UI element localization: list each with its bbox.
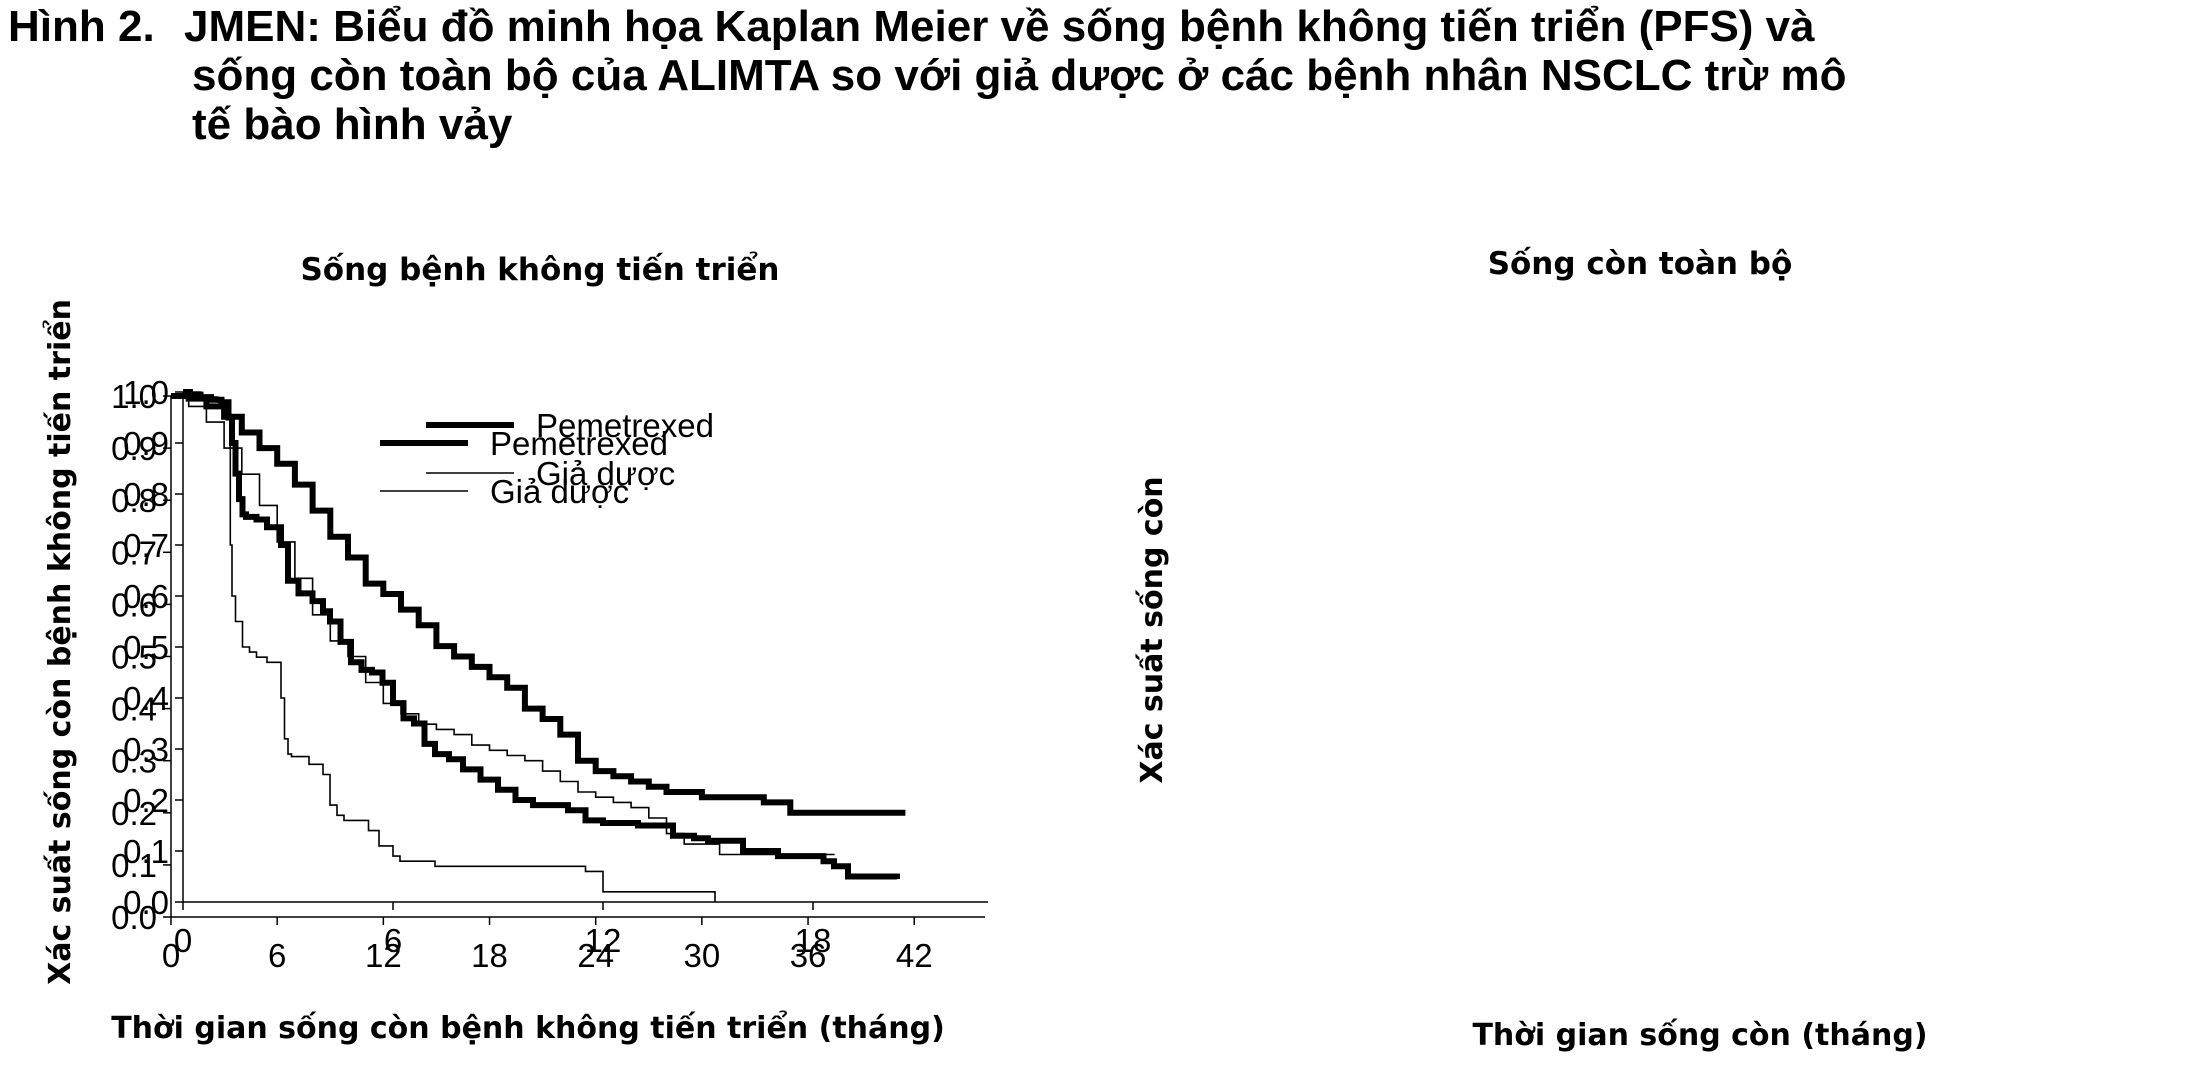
y-tick-label: 0.1	[123, 833, 169, 870]
chart-title: Sống còn toàn bộ	[1488, 246, 1793, 282]
series-layer	[171, 393, 906, 856]
chart-title: Sống bệnh không tiến triển	[300, 252, 779, 288]
x-tick-label: 6	[384, 922, 402, 959]
x-tick-label: 0	[174, 922, 192, 959]
series-line-pemetrexed	[183, 389, 900, 880]
series-layer	[183, 389, 900, 902]
chart-pfs: Sống bệnh không tiến triển Xác suất sống…	[42, 252, 988, 1046]
y-tick-label: 0.0	[111, 899, 157, 936]
x-axis-label: Thời gian sống còn bệnh không tiến triển…	[111, 1010, 945, 1046]
y-tick-label: 0.4	[123, 680, 169, 717]
y-tick-label: 0.6	[111, 586, 157, 623]
x-tick-label: 0	[162, 937, 180, 974]
y-tick-label: 1.0	[111, 378, 157, 415]
y-tick-label: 0.4	[111, 691, 157, 728]
series-line-placebo	[183, 391, 716, 902]
y-tick-label: 0.9	[123, 425, 169, 462]
axes: 0.00.10.20.30.40.50.60.70.80.91.00 6 12 18 2…	[111, 378, 985, 974]
y-tick-label: 0.5	[123, 629, 169, 666]
y-axis-label: Xác suất sống còn bệnh không tiến triển	[42, 299, 78, 985]
series-line-placebo	[171, 395, 835, 856]
y-tick-label: 0.0	[123, 884, 169, 921]
x-tick-label: 36	[790, 937, 827, 974]
legend-label: Giả dược	[490, 473, 629, 510]
legend-label: Pemetrexed	[536, 407, 714, 444]
x-tick-label: 18	[471, 937, 508, 974]
y-tick-label: 0.8	[123, 476, 169, 513]
y-tick-label: 1.0	[123, 374, 169, 411]
figure-title-line-3: tế bào hình vảy	[192, 100, 513, 149]
legend-label: Giả dược	[536, 455, 675, 492]
y-tick-label: 0.6	[123, 578, 169, 615]
x-axis-label: Thời gian sống còn (tháng)	[1472, 1018, 1927, 1053]
y-axis-label: Xác suất sống còn	[1135, 476, 1170, 783]
x-tick-label: 24	[577, 937, 614, 974]
x-tick-label: 6	[268, 937, 286, 974]
chart-os: Sống còn toàn bộ Xác suất sống còn Thời …	[111, 246, 1927, 1053]
y-tick-label: 0.9	[111, 430, 157, 467]
x-tick-label: 12	[365, 937, 402, 974]
x-tick-label: 30	[684, 937, 721, 974]
x-tick-label: 42	[896, 937, 933, 974]
figure-number: Hình 2.	[8, 2, 155, 51]
x-tick-label: 12	[585, 922, 622, 959]
axes: 0.0 0.1 0.2 0.3 0.4 0.5 0.6 0.7 0.8 0.9 1.0 0 6 12 18	[123, 374, 988, 959]
figure-title: Hình 2. JMEN: Biểu đồ minh họa Kaplan Mei…	[8, 2, 2178, 149]
y-tick-label: 0.3	[111, 743, 157, 780]
y-tick-label: 0.7	[111, 534, 157, 571]
legend: Pemetrexed Giả dược	[380, 425, 668, 510]
figure-title-line-2: sống còn toàn bộ của ALIMTA so với giả d…	[192, 51, 1847, 100]
x-tick-label: 18	[795, 922, 832, 959]
y-tick-label: 0.2	[111, 795, 157, 832]
legend-label: Pemetrexed	[490, 425, 668, 462]
y-tick-label: 0.7	[123, 527, 169, 564]
figure-title-line-1: Hình 2. JMEN: Biểu đồ minh họa Kaplan Mei…	[8, 2, 1815, 51]
y-tick-label: 0.5	[111, 639, 157, 676]
y-tick-label: 0.2	[123, 782, 169, 819]
y-tick-label: 0.1	[111, 847, 157, 884]
y-tick-label: 0.3	[123, 731, 169, 768]
series-line-pemetrexed	[171, 393, 906, 816]
y-tick-label: 0.8	[111, 482, 157, 519]
